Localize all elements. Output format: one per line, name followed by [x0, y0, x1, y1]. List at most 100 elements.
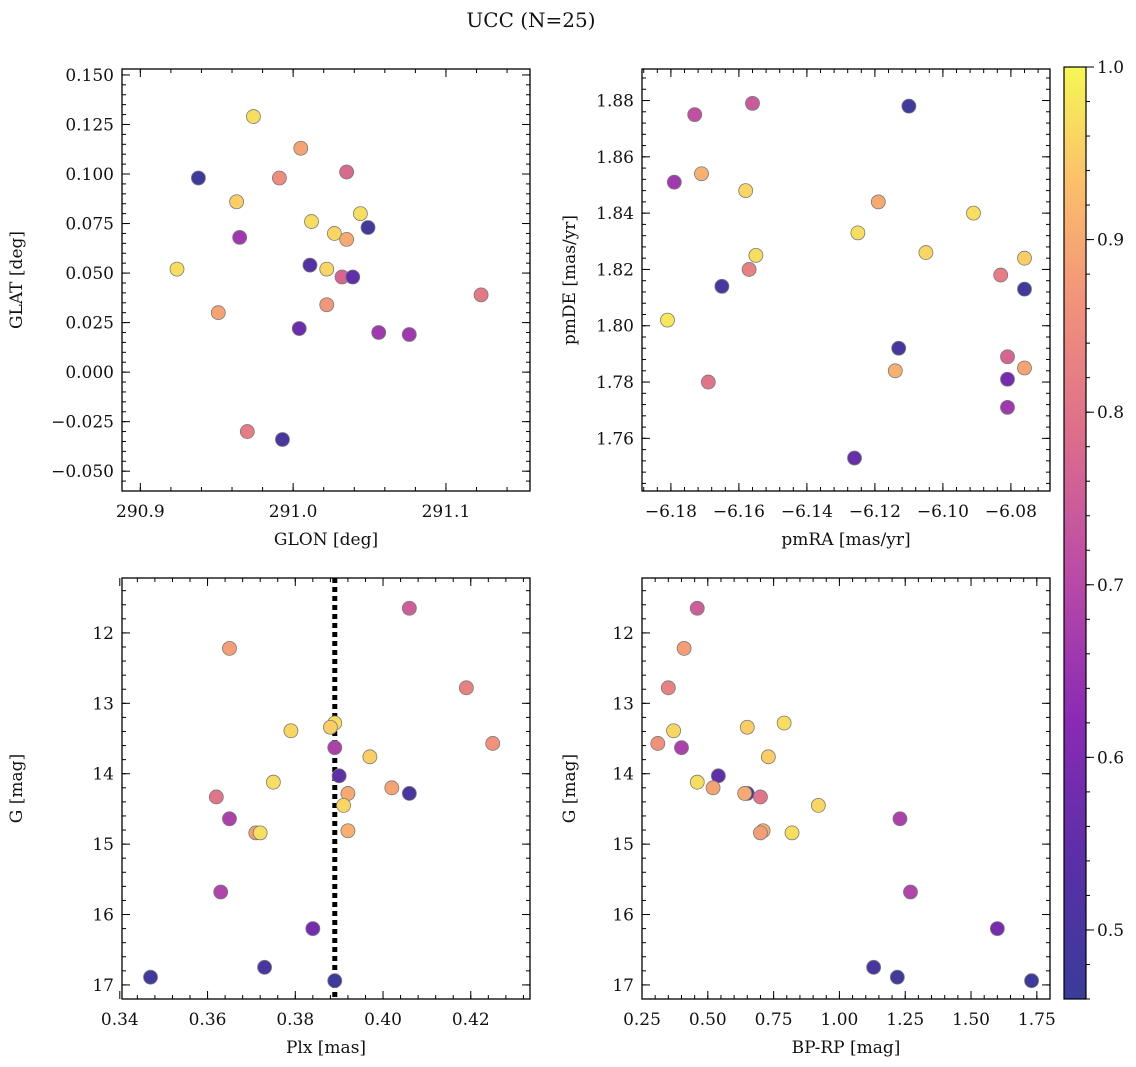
x-tick-label: −6.16	[713, 502, 765, 522]
y-tick-label: 15	[612, 835, 634, 855]
scatter-point	[327, 740, 343, 756]
x-tick-label: −6.08	[985, 502, 1037, 522]
scatter-point	[319, 261, 335, 277]
scatter-point	[901, 98, 917, 114]
scatter-point	[143, 969, 158, 985]
x-tick-label: 0.34	[101, 1010, 139, 1030]
x-axis-label: pmRA [mas/yr]	[781, 530, 910, 550]
y-tick-label: 0.075	[65, 215, 114, 235]
scatter-point	[401, 786, 417, 801]
scatter-point	[229, 194, 245, 210]
x-tick-label: 0.36	[189, 1010, 227, 1030]
scatter-point	[252, 825, 268, 841]
scatter-point	[810, 797, 826, 813]
y-tick-label: 1.80	[596, 317, 634, 337]
x-tick-label: −6.18	[645, 502, 697, 522]
scatter-point	[989, 921, 1005, 936]
colorbar-gradient	[1064, 67, 1086, 999]
y-tick-label: 0.025	[65, 314, 114, 334]
colorbar-tick-label: 1.0	[1097, 58, 1124, 78]
scatter-point	[232, 230, 248, 245]
y-tick-label: 17	[92, 976, 114, 996]
scatter-point	[319, 297, 335, 313]
y-axis-label: G [mag]	[7, 754, 27, 823]
x-tick-label: 0.40	[364, 1010, 402, 1030]
scatter-point	[745, 95, 760, 111]
scatter-point	[738, 183, 754, 199]
x-tick-label: −6.14	[781, 502, 833, 522]
scatter-point	[1017, 281, 1032, 297]
panel-glon-glat: 290.9 291.0 291.1 −0.050 −0.025 0.000 0.025 0.0…	[7, 66, 531, 550]
scatter-point	[753, 825, 768, 841]
x-tick-label: 1.25	[886, 1010, 924, 1030]
scatter-point	[327, 973, 343, 989]
scatter-point	[891, 340, 907, 356]
scatter-point	[208, 789, 224, 805]
scatter-point	[302, 257, 318, 273]
scatter-point	[966, 205, 981, 221]
scatter-point	[866, 959, 882, 975]
scatter-point	[340, 823, 356, 839]
scatter-point	[271, 170, 287, 186]
scatter-point	[291, 321, 307, 336]
scatter-point	[666, 174, 682, 190]
scatter-point	[784, 825, 800, 841]
scatter-point	[741, 262, 757, 277]
y-tick-label: 0.000	[65, 363, 114, 383]
scatter-point	[870, 194, 886, 210]
scatter-point	[714, 278, 730, 294]
scatter-point	[689, 774, 705, 790]
scatter-point	[739, 719, 755, 735]
scatter-point	[384, 780, 400, 796]
scatter-point	[485, 736, 501, 751]
y-tick-label: 14	[92, 765, 114, 785]
x-tick-label: −6.10	[917, 502, 969, 522]
scatter-point	[304, 214, 319, 229]
scatter-point	[352, 206, 368, 222]
scatter-point	[1017, 250, 1032, 266]
x-axis-label: Plx [mas]	[286, 1038, 366, 1058]
scatter-point	[458, 680, 474, 696]
scatter-point	[362, 749, 378, 765]
scatter-point	[700, 374, 716, 390]
x-tick-label: 1.50	[952, 1010, 990, 1030]
scatter-point	[689, 600, 705, 616]
y-axis-label: pmDE [mas/yr]	[560, 215, 580, 345]
scatter-point	[401, 600, 417, 616]
scatter-point	[903, 884, 918, 900]
x-tick-label: 291.1	[422, 502, 471, 522]
y-tick-label: 16	[92, 906, 114, 926]
scatter-point	[748, 247, 764, 263]
scatter-point	[345, 269, 361, 285]
x-tick-label: 1.75	[1018, 1010, 1056, 1030]
scatter-point	[847, 450, 862, 466]
scatter-point	[889, 969, 905, 985]
scatter-point	[753, 789, 768, 805]
scatter-point	[650, 736, 666, 751]
y-tick-label: 16	[612, 906, 634, 926]
colorbar: 0.5 0.6 0.7 0.8 0.9 1.0	[1063, 58, 1124, 1000]
y-tick-label: 12	[612, 624, 634, 644]
scatter-point	[265, 774, 281, 790]
x-tick-label: 0.50	[689, 1010, 727, 1030]
x-tick-label: 0.38	[276, 1010, 314, 1030]
scatter-point	[246, 109, 261, 124]
y-tick-label: 15	[92, 835, 114, 855]
y-tick-label: 1.88	[596, 92, 634, 112]
scatter-point	[239, 424, 255, 439]
y-axis-label: G [mag]	[560, 754, 580, 823]
y-tick-label: 1.76	[596, 429, 634, 449]
scatter-point	[705, 780, 721, 796]
scatter-point	[674, 740, 689, 756]
y-tick-label: −0.025	[51, 413, 114, 433]
x-tick-label: 0.75	[755, 1010, 793, 1030]
x-tick-label: 291.0	[269, 502, 318, 522]
y-tick-label: 1.78	[596, 373, 634, 393]
scatter-point	[339, 231, 355, 247]
scatter-point	[322, 719, 338, 735]
scatter-point	[660, 312, 675, 328]
scatter-point	[892, 811, 908, 827]
scatter-point	[1000, 399, 1015, 415]
y-tick-label: 17	[612, 976, 634, 996]
scatter-point	[737, 786, 753, 801]
